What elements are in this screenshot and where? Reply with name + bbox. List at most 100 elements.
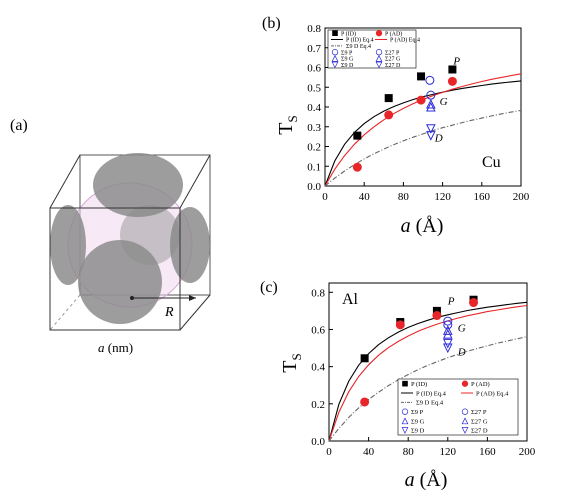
panel-b-label: (b) bbox=[262, 15, 281, 32]
chart-b-xlabel: a (Å) bbox=[401, 215, 444, 237]
chart-b: 0 40 80 120 160 200 0.0 0.1 0.2 0.3 0.4 0.5 0.6 0.7 0.… bbox=[307, 23, 530, 203]
point-p-ad bbox=[447, 76, 457, 86]
chart-c-xlabel: a (Å) bbox=[405, 469, 448, 491]
panel-a-label: (a) bbox=[10, 117, 28, 134]
legend-marker-sigma9-g bbox=[401, 417, 409, 425]
legend-marker-sigma9-g bbox=[331, 54, 339, 62]
point-p-id bbox=[360, 354, 369, 363]
x-tick-label: 80 bbox=[398, 191, 410, 203]
y-tick-label: 0.4 bbox=[307, 102, 321, 114]
legend-label-sigma9-p: Σ9 P bbox=[411, 409, 424, 416]
y-tick-label: 0.8 bbox=[311, 287, 325, 299]
legend-marker-sigma9-p bbox=[401, 408, 409, 415]
legend-marker-sigma27-g bbox=[375, 54, 383, 62]
annotation-label: G bbox=[458, 322, 466, 334]
legend-symbol bbox=[401, 408, 409, 415]
point-sigma9-d bbox=[442, 338, 453, 349]
y-tick-label: 0.2 bbox=[307, 142, 321, 154]
chart-c-ylabel: TS bbox=[279, 353, 304, 372]
y-tick-label: 0.7 bbox=[307, 43, 321, 55]
legend-label-sigma27-d: Σ27 D bbox=[385, 63, 401, 69]
legend-label-sigma9-d-eq-4: Σ9 D Eq.4 bbox=[416, 400, 444, 407]
legend-label-p-id: P (ID) bbox=[411, 381, 427, 388]
point-p-id bbox=[417, 72, 426, 81]
legend-label-p-ad: P (AD) bbox=[471, 381, 490, 388]
panel-a: (a) R a (nm) bbox=[10, 117, 211, 355]
point-p-id bbox=[432, 306, 441, 315]
legend-symbol bbox=[331, 54, 339, 62]
radius-label: R bbox=[164, 305, 174, 320]
point-sigma27-g bbox=[442, 328, 453, 339]
legend-label-p-id-eq-4: P (ID) Eq.4 bbox=[416, 390, 447, 397]
legend-box bbox=[397, 378, 519, 436]
annotation-label: D bbox=[457, 346, 466, 358]
point-sigma27-g bbox=[426, 101, 436, 112]
curve-sigma9-d-eq-4 bbox=[324, 109, 522, 187]
legend-label-sigma27-g: Σ27 G bbox=[471, 418, 488, 425]
y-tick-label: 0.5 bbox=[307, 82, 321, 94]
y-tick-label: 0.2 bbox=[311, 399, 325, 411]
legend-marker-sigma27-d bbox=[375, 61, 383, 69]
legend-marker-sigma9-d bbox=[331, 61, 339, 69]
legend-label-sigma9-g: Σ9 G bbox=[411, 418, 425, 425]
point-sigma27-d bbox=[426, 131, 436, 141]
legend-symbol bbox=[461, 417, 469, 425]
legend-label-sigma9-d-eq-4: Σ9 D Eq.4 bbox=[346, 44, 371, 50]
legend-label-sigma9-g: Σ9 G bbox=[341, 57, 354, 63]
legend-box bbox=[327, 29, 417, 69]
y-tick-label: 0.6 bbox=[311, 324, 325, 336]
legend-symbol bbox=[375, 30, 383, 37]
point-sigma9-g bbox=[442, 325, 453, 335]
sphere-top bbox=[93, 153, 183, 217]
point-p-id bbox=[448, 65, 457, 74]
panel-b: (b) 0 40 80 120 160 2000.00.10.20.30.40.50.60… bbox=[262, 15, 530, 237]
legend-symbol bbox=[375, 61, 383, 69]
legend-label-sigma27-p: Σ27 P bbox=[385, 50, 400, 56]
point-p-ad bbox=[360, 397, 370, 407]
legend-label-sigma27-p: Σ27 P bbox=[471, 409, 487, 416]
annotation-label: P bbox=[447, 295, 455, 307]
point-sigma27-p bbox=[425, 75, 435, 85]
legend-label-sigma9-d: Σ9 D bbox=[411, 428, 425, 435]
annotation-label: D bbox=[434, 133, 443, 145]
point-sigma27-p bbox=[443, 320, 453, 330]
point-sigma9-p bbox=[443, 316, 453, 326]
x-tick-label: 120 bbox=[434, 191, 451, 203]
legend-label-sigma27-d: Σ27 D bbox=[471, 428, 488, 435]
y-tick-label: 0.0 bbox=[307, 181, 321, 193]
x-tick-label: 160 bbox=[474, 191, 491, 203]
legend-marker-p-ad bbox=[375, 30, 383, 37]
legend-label-sigma27-g: Σ27 G bbox=[385, 57, 401, 63]
legend-marker-sigma27-d bbox=[461, 427, 469, 434]
plot-frame bbox=[328, 282, 528, 442]
legend-label-p-id: P (ID) bbox=[341, 30, 356, 37]
point-sigma9-g bbox=[426, 98, 436, 109]
x-tick-label: 200 bbox=[513, 191, 530, 203]
point-sigma27-d bbox=[442, 343, 453, 354]
legend-marker-p-id bbox=[402, 380, 408, 387]
annotation-label: G bbox=[440, 96, 448, 108]
legend-label-p-ad-eq-4: P (AD) Eq.4 bbox=[476, 390, 509, 397]
legend-marker-sigma9-d bbox=[401, 427, 409, 434]
x-tick-label: 40 bbox=[363, 446, 375, 458]
panel-c: (c) 0 40 80 120 160 200 0.0 0.2 0.4 0.6 0.8 P GD P (I… bbox=[260, 279, 536, 491]
point-p-ad bbox=[384, 110, 394, 120]
legend-label-p-ad: P (AD) bbox=[385, 30, 402, 37]
legend-label-p-ad-eq-4: P (AD) Eq.4 bbox=[390, 37, 420, 44]
legend-symbol bbox=[401, 427, 409, 434]
point-sigma9-d bbox=[426, 124, 436, 134]
legend-marker-p-ad bbox=[461, 380, 469, 387]
legend: P (ID) P (AD) P (ID) Eq.4 P (AD) Eq.4 Σ9 D E… bbox=[327, 29, 420, 69]
x-tick-label: 0 bbox=[326, 446, 332, 458]
legend-symbol bbox=[461, 380, 469, 387]
radius-arrow bbox=[130, 295, 196, 301]
x-tick-label: 160 bbox=[479, 446, 496, 458]
chart-c-material: Al bbox=[342, 291, 359, 308]
x-tick-label: 120 bbox=[440, 446, 457, 458]
legend-marker-sigma27-p bbox=[461, 408, 469, 415]
point-p-ad bbox=[469, 298, 479, 308]
point-p-ad bbox=[432, 311, 442, 321]
point-p-id bbox=[353, 131, 362, 140]
